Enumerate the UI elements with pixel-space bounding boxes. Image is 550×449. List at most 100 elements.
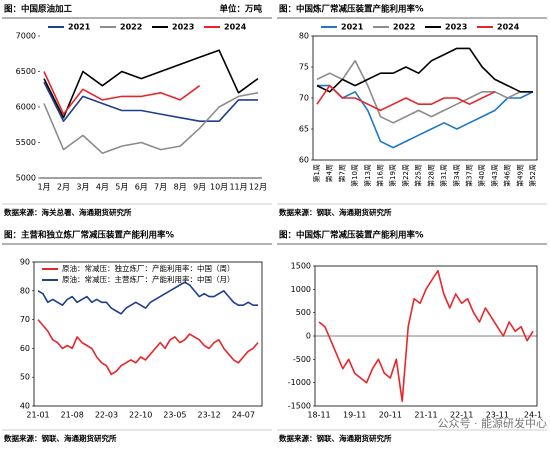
legend-label: 2022 (120, 23, 142, 32)
x-tick-label: 23-05 (163, 411, 186, 420)
y-tick-label: -1000 (288, 378, 311, 387)
series-line (43, 71, 201, 115)
y-tick-label: 60 (299, 156, 309, 165)
chart-title: 图：主营和独立炼厂常减压装置产能利用率% (4, 230, 175, 241)
series-line (43, 92, 259, 154)
x-tick-label: 第16周 (376, 164, 385, 187)
y-tick-label: 6500 (16, 67, 36, 76)
x-tick-label: 18-11 (307, 411, 330, 420)
x-tick-label: 第37周 (464, 164, 473, 187)
source-note: 数据来源：钢联、海通期货研究所 (279, 207, 392, 217)
source-note: 数据来源：钢联、海通期货研究所 (279, 433, 392, 443)
legend-label: 2023 (445, 23, 467, 32)
legend-label: 原油：常减压：主营炼厂：产能利用率：中国（月） (62, 274, 235, 284)
y-tick-label: 65 (299, 125, 309, 134)
legend-label: 2024 (224, 23, 247, 32)
x-tick-label: 10月 (210, 183, 228, 192)
x-tick-label: 第46周 (503, 164, 512, 187)
x-tick-label: 第13周 (363, 164, 372, 187)
series-line (316, 84, 496, 112)
x-tick-label: 第19周 (388, 164, 397, 187)
legend-label: 2022 (393, 23, 415, 32)
legend-label: 2021 (68, 23, 91, 32)
y-tick-label: 80 (20, 286, 30, 295)
x-tick-label: 第43周 (490, 164, 499, 187)
x-tick-label: 第49周 (515, 164, 524, 187)
legend-label: 2021 (341, 23, 364, 32)
chart-title: 图：中国原油加工 (4, 4, 73, 15)
chart-title: 图：中国炼厂常减压装置产能利用率% (279, 4, 424, 15)
series-line (318, 269, 534, 403)
series-line (317, 84, 534, 149)
y-tick-label: 60 (20, 344, 30, 353)
x-tick-label: 22-11 (450, 411, 473, 420)
x-tick-label: 第25周 (414, 164, 423, 187)
series-line (37, 281, 258, 315)
y-tick-label: 80 (299, 32, 309, 41)
x-tick-label: 9月 (193, 183, 206, 192)
legend-label: 2024 (497, 23, 520, 32)
x-tick-label: 第22周 (401, 164, 410, 187)
x-tick-label: 第31周 (439, 164, 448, 187)
x-tick-label: 21-01 (26, 411, 49, 420)
x-tick-label: 第4周 (325, 164, 334, 182)
y-tick-label: 6000 (16, 103, 36, 112)
watermark: 公众号 · 能源研发中心 (438, 416, 548, 430)
series-line (43, 49, 259, 119)
x-tick-label: 4月 (96, 183, 109, 192)
x-tick-label: 第34周 (452, 164, 461, 187)
x-tick-label: 8月 (174, 183, 187, 192)
legend-label: 原油：常减压：独立炼厂：产能利用率：中国（周） (62, 263, 235, 273)
x-tick-label: 24-1 (524, 411, 542, 420)
source-note: 数据来源：钢联、海通期货研究所 (4, 433, 117, 443)
x-tick-label: 22-10 (129, 411, 152, 420)
chart-title: 图：中国炼厂常减压装置产能利用率% (279, 230, 424, 241)
series-line (316, 60, 533, 124)
y-tick-label: 5000 (16, 174, 36, 183)
x-tick-label: 5月 (115, 183, 128, 192)
y-tick-label: 50 (20, 373, 30, 382)
x-tick-label: 7月 (154, 183, 167, 192)
x-tick-label: 12月 (249, 183, 267, 192)
series-line (43, 81, 258, 122)
y-tick-label: 70 (20, 315, 30, 324)
x-tick-label: 23-11 (486, 411, 509, 420)
y-tick-label: 1500 (291, 262, 311, 271)
x-tick-label: 20-11 (379, 411, 402, 420)
x-tick-label: 第28周 (426, 164, 435, 187)
y-tick-label: 70 (299, 94, 309, 103)
x-tick-label: 第40周 (477, 164, 486, 187)
y-tick-label: 0 (306, 332, 311, 341)
y-tick-label: -1500 (288, 402, 311, 411)
series-line (37, 319, 259, 376)
y-tick-label: 5500 (16, 138, 36, 147)
x-tick-label: 第7周 (337, 164, 346, 182)
x-tick-label: 2月 (57, 183, 70, 192)
y-tick-label: 90 (20, 258, 30, 267)
y-tick-label: 7000 (16, 32, 36, 41)
x-tick-label: 11月 (229, 183, 247, 192)
x-tick-label: 22-03 (95, 411, 118, 420)
x-tick-label: 6月 (135, 183, 148, 192)
x-tick-label: 第10周 (350, 164, 359, 187)
x-tick-label: 23-12 (197, 411, 220, 420)
x-tick-label: 21-08 (61, 411, 84, 420)
x-tick-label: 第52周 (528, 164, 537, 187)
series-line (316, 47, 533, 93)
x-tick-label: 1月 (37, 183, 50, 192)
x-tick-label: 第1周 (312, 164, 321, 182)
y-tick-label: 500 (296, 308, 311, 317)
x-tick-label: 19-11 (343, 411, 366, 420)
legend-label: 2023 (172, 23, 194, 32)
y-tick-label: 40 (20, 402, 30, 411)
y-tick-label: 75 (299, 63, 309, 72)
x-tick-label: 21-11 (414, 411, 437, 420)
y-tick-label: -500 (293, 355, 311, 364)
y-tick-label: 1000 (291, 285, 311, 294)
x-tick-label: 24-07 (232, 411, 255, 420)
unit-label: 单位：万吨 (219, 4, 262, 15)
x-tick-label: 3月 (76, 183, 89, 192)
source-note: 数据来源：海关总署、海通期货研究所 (4, 207, 132, 217)
plot-frame (33, 261, 263, 407)
